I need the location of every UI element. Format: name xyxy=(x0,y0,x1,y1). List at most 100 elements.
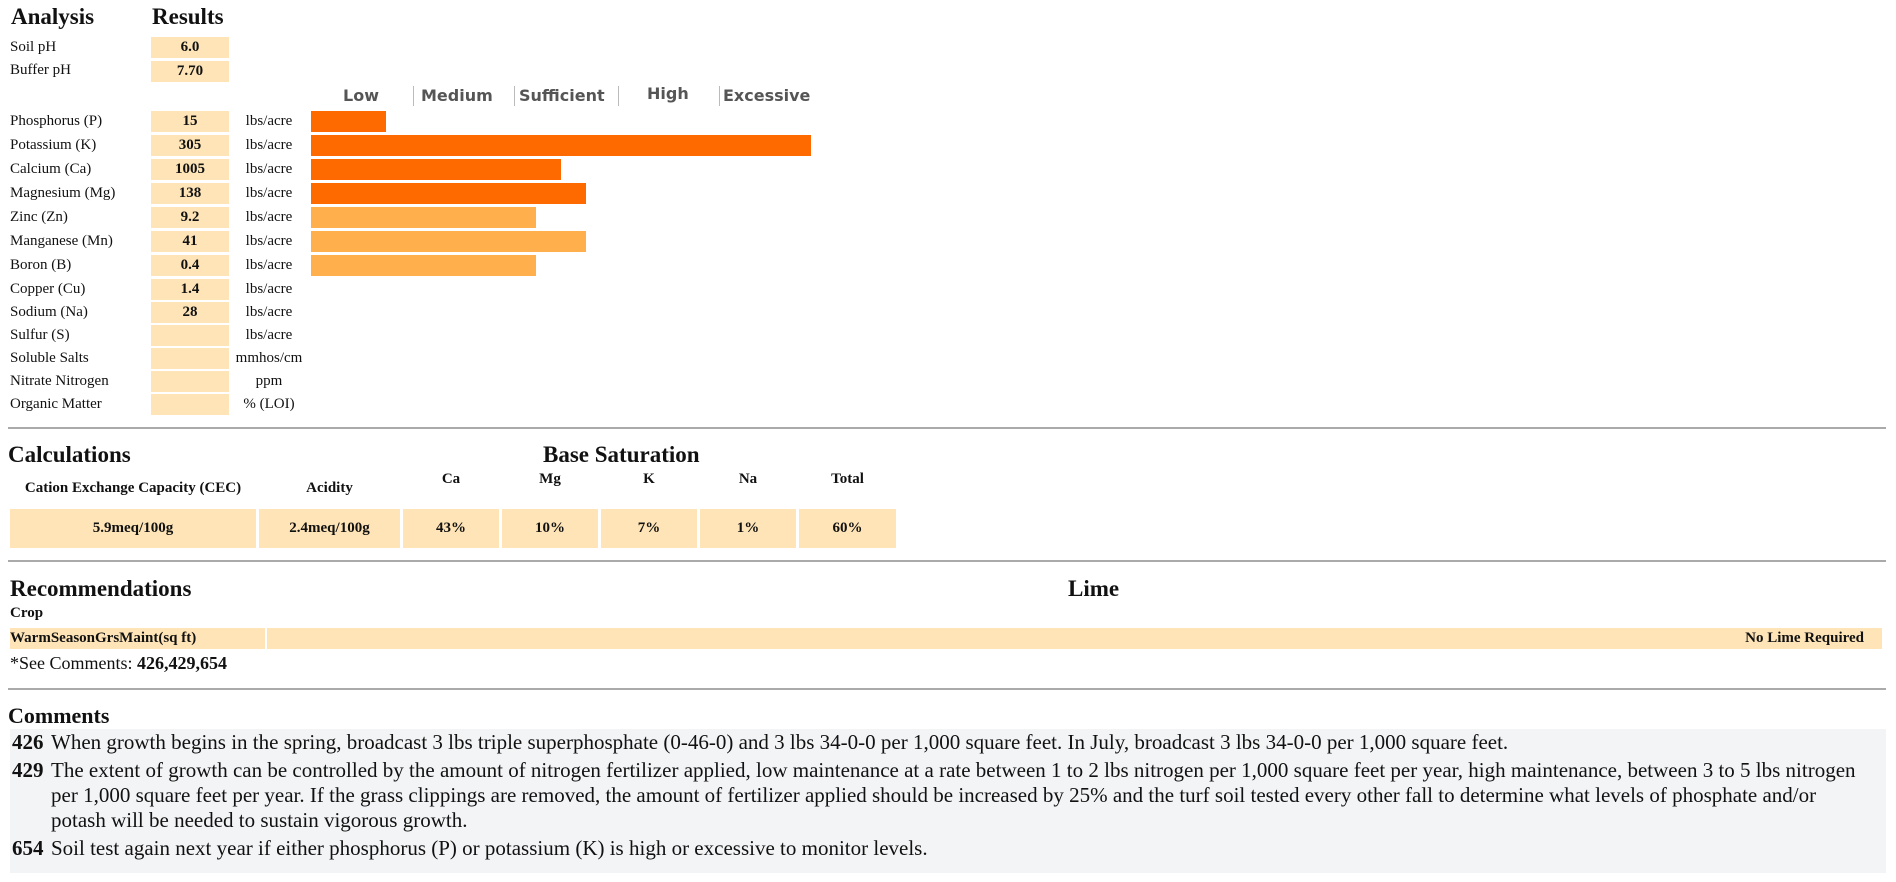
nutrient-label: Sulfur (S) xyxy=(10,327,70,343)
nutrient-unit: mmhos/cm xyxy=(235,350,303,366)
total-header: Total xyxy=(831,471,864,487)
nutrient-unit: lbs/acre xyxy=(245,327,293,343)
scale-low: Low xyxy=(343,86,379,105)
nutrient-level-bar xyxy=(311,207,536,228)
nutrient-level-bar xyxy=(311,255,536,276)
nutrient-unit: lbs/acre xyxy=(245,209,293,225)
see-comments-label: *See Comments: xyxy=(10,653,137,673)
ph-value: 7.70 xyxy=(151,61,229,82)
nutrient-unit: lbs/acre xyxy=(245,161,293,177)
nutrient-label: Phosphorus (P) xyxy=(10,113,103,129)
nutrient-label: Manganese (Mn) xyxy=(10,233,113,249)
see-comments-codes: 426,429,654 xyxy=(137,653,227,673)
comment-code: 429 xyxy=(12,758,44,782)
nutrient-value: 1.4 xyxy=(151,279,229,300)
calculations-heading: Calculations xyxy=(8,442,131,467)
scale-sufficient: Sufficient xyxy=(519,86,605,105)
nutrient-label: Organic Matter xyxy=(10,396,102,412)
nutrient-value: 15 xyxy=(151,111,229,132)
nutrient-unit: lbs/acre xyxy=(245,113,293,129)
na-value: 1% xyxy=(700,509,796,548)
comment-text: When growth begins in the spring, broadc… xyxy=(51,730,1509,754)
recommendations-heading: Recommendations xyxy=(10,576,192,601)
nutrient-value: 0.4 xyxy=(151,255,229,276)
lime-value: No Lime Required xyxy=(267,628,1882,649)
nutrient-value xyxy=(151,348,229,369)
nutrient-level-bar xyxy=(311,231,586,252)
comment-text: The extent of growth can be controlled b… xyxy=(51,758,1856,832)
nutrient-level-bar xyxy=(311,159,561,180)
nutrient-level-bar xyxy=(311,111,386,132)
nutrient-value: 305 xyxy=(151,135,229,156)
ca-value: 43% xyxy=(403,509,499,548)
nutrient-label: Boron (B) xyxy=(10,257,72,273)
nutrient-level-bar xyxy=(311,135,811,156)
nutrient-unit: lbs/acre xyxy=(245,304,293,320)
comments-box xyxy=(10,729,1886,873)
nutrient-unit: % (LOI) xyxy=(243,396,295,412)
cec-value: 5.9meq/100g xyxy=(10,509,256,548)
nutrient-label: Nitrate Nitrogen xyxy=(10,373,109,389)
base-saturation-heading: Base Saturation xyxy=(543,442,700,467)
na-header: Na xyxy=(738,471,758,487)
crop-value: WarmSeasonGrsMaint(sq ft) xyxy=(10,628,265,649)
nutrient-label: Magnesium (Mg) xyxy=(10,185,116,201)
scale-divider xyxy=(618,86,619,106)
nutrient-unit: lbs/acre xyxy=(245,185,293,201)
scale-divider xyxy=(719,86,720,106)
crop-label: Crop xyxy=(10,605,44,621)
divider xyxy=(8,688,1886,690)
nutrient-unit: lbs/acre xyxy=(245,281,293,297)
ph-label: Soil pH xyxy=(10,39,57,55)
nutrient-level-bar xyxy=(311,183,586,204)
comment-code: 426 xyxy=(12,730,44,754)
nutrient-label: Potassium (K) xyxy=(10,137,97,153)
nutrient-value: 138 xyxy=(151,183,229,204)
total-value: 60% xyxy=(799,509,896,548)
ph-value: 6.0 xyxy=(151,37,229,58)
nutrient-label: Zinc (Zn) xyxy=(10,209,68,225)
nutrient-value: 9.2 xyxy=(151,207,229,228)
nutrient-value xyxy=(151,325,229,346)
results-heading: Results xyxy=(152,4,224,29)
scale-divider xyxy=(413,86,414,106)
cec-header: Cation Exchange Capacity (CEC) xyxy=(24,480,242,496)
nutrient-unit: lbs/acre xyxy=(245,233,293,249)
nutrient-value: 1005 xyxy=(151,159,229,180)
scale-high: High xyxy=(647,84,689,103)
acidity-value: 2.4meq/100g xyxy=(259,509,400,548)
see-comments: *See Comments: 426,429,654 xyxy=(10,653,227,674)
comments-heading: Comments xyxy=(8,703,110,728)
nutrient-value xyxy=(151,371,229,392)
analysis-heading: Analysis xyxy=(11,4,95,29)
scale-divider xyxy=(514,86,515,106)
nutrient-unit: lbs/acre xyxy=(245,137,293,153)
divider xyxy=(8,560,1886,562)
crop-name: WarmSeasonGrsMaint(sq ft) xyxy=(10,630,197,646)
acidity-header: Acidity xyxy=(306,480,353,496)
nutrient-unit: ppm xyxy=(255,373,283,389)
comment-text: Soil test again next year if either phos… xyxy=(51,836,928,860)
nutrient-unit: lbs/acre xyxy=(245,257,293,273)
nutrient-value: 28 xyxy=(151,302,229,323)
divider xyxy=(8,427,1886,429)
comment-code: 654 xyxy=(12,836,44,860)
mg-header: Mg xyxy=(539,471,561,487)
lime-heading: Lime xyxy=(1068,576,1120,601)
nutrient-label: Soluble Salts xyxy=(10,350,89,366)
nutrient-label: Sodium (Na) xyxy=(10,304,88,320)
comment-item: 426 When growth begins in the spring, bro… xyxy=(12,730,1872,755)
scale-excessive: Excessive xyxy=(723,86,811,105)
lime-text: No Lime Required xyxy=(1745,630,1864,646)
nutrient-label: Calcium (Ca) xyxy=(10,161,92,177)
comment-item: 429 The extent of growth can be controlle… xyxy=(12,758,1872,833)
nutrient-label: Copper (Cu) xyxy=(10,281,86,297)
ph-label: Buffer pH xyxy=(10,62,71,78)
k-value: 7% xyxy=(601,509,697,548)
ca-header: Ca xyxy=(441,471,461,487)
comment-item: 654 Soil test again next year if either p… xyxy=(12,836,1872,861)
nutrient-value: 41 xyxy=(151,231,229,252)
mg-value: 10% xyxy=(502,509,598,548)
nutrient-value xyxy=(151,394,229,415)
k-header: K xyxy=(643,471,655,487)
